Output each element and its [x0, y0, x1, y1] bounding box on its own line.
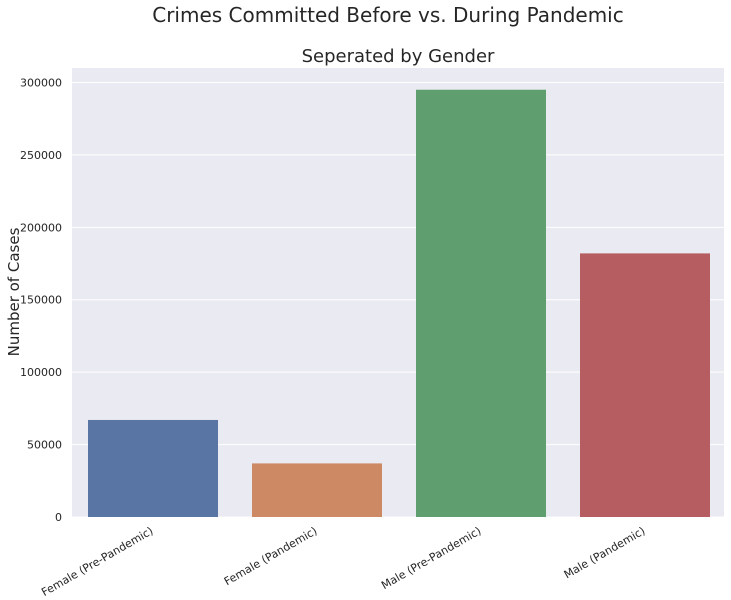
y-tick-label: 250000 — [20, 149, 62, 162]
bar-1 — [88, 419, 218, 517]
y-axis-label: Number of Cases — [5, 227, 23, 356]
y-tick-label: 200000 — [20, 221, 62, 234]
chart-title: Crimes Committed Before vs. During Pande… — [152, 3, 624, 27]
y-tick-label: 50000 — [27, 439, 62, 452]
x-tick-label: Female (Pandemic) — [222, 524, 320, 588]
x-tick-labels: Female (Pre-Pandemic) Female (Pandemic) Ma… — [39, 524, 647, 599]
x-tick-label: Female (Pre-Pandemic) — [39, 524, 155, 599]
bar-4 — [580, 253, 710, 517]
y-tick-label: 0 — [55, 511, 62, 524]
y-tick-label: 150000 — [20, 294, 62, 307]
y-tick-label: 100000 — [20, 366, 62, 379]
bar-2 — [252, 463, 382, 517]
bars — [88, 89, 710, 518]
bar-3 — [416, 89, 546, 518]
x-tick-label: Male (Pandemic) — [562, 524, 648, 581]
x-tick-label: Male (Pre-Pandemic) — [379, 524, 483, 592]
y-tick-label: 300000 — [20, 76, 62, 89]
chart-subtitle: Seperated by Gender — [302, 46, 495, 67]
y-tick-labels: 0 50000 100000 150000 200000 250000 300000 — [20, 76, 62, 524]
